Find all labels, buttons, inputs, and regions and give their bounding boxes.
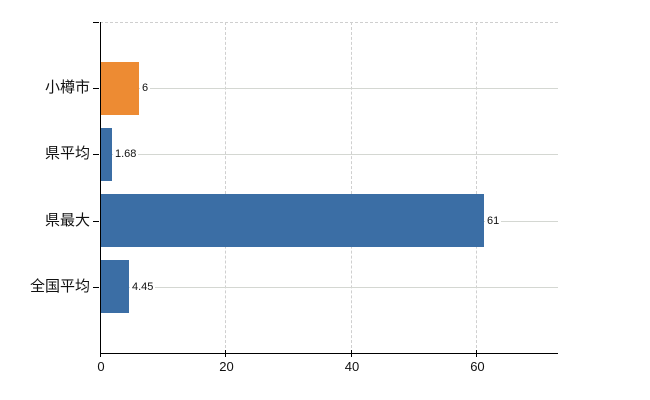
gridline-horizontal [100,286,558,288]
bar [101,194,484,248]
category-label: 小樽市 [44,79,90,97]
gridline-horizontal [100,88,558,90]
y-axis-tick [93,88,99,90]
bar-value-label: 61 [485,213,502,228]
y-axis-tick [93,22,99,23]
gridline-horizontal [100,154,558,156]
x-axis-line [100,353,558,354]
y-axis-tick [93,154,99,156]
y-axis-tick [93,220,99,222]
bar [101,61,139,115]
bar-value-label: 4.45 [130,279,156,294]
x-tick-label: 40 [344,359,360,374]
plot-top-border [100,22,558,23]
bar [101,127,112,181]
bar-value-label: 6 [140,81,151,96]
x-tick-label: 60 [470,359,485,374]
x-tick-label: 20 [219,359,234,374]
x-tick-label: 0 [97,359,105,374]
gridline-vertical [225,22,227,353]
gridline-vertical [350,22,352,353]
y-axis-tick [93,286,99,288]
bar-value-label: 1.68 [113,147,139,162]
category-label: 県最大 [44,211,90,229]
bar [101,260,129,314]
category-label: 県平均 [44,145,90,163]
gridline-vertical [476,22,478,353]
y-axis-line [100,22,101,357]
category-label: 全国平均 [29,277,90,295]
